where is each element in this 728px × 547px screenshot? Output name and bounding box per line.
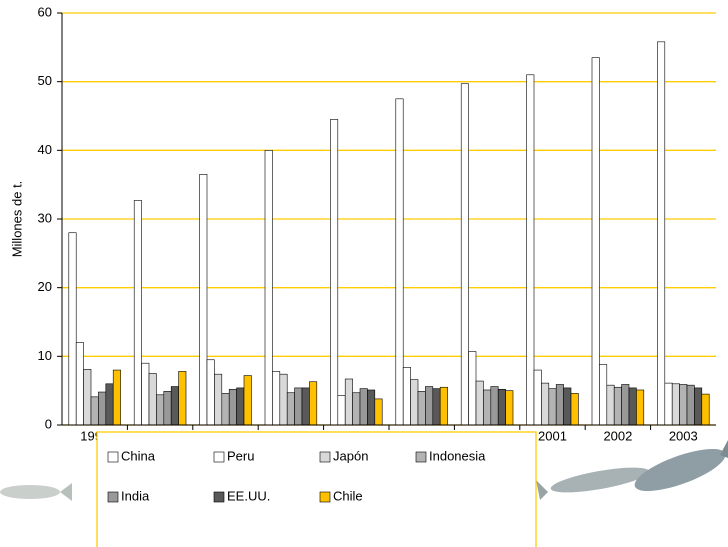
bar bbox=[294, 387, 303, 426]
bar bbox=[402, 367, 411, 426]
bar bbox=[664, 382, 673, 426]
bar bbox=[236, 387, 245, 426]
bar bbox=[68, 232, 77, 426]
legend-swatch bbox=[415, 451, 427, 463]
bar bbox=[570, 393, 579, 426]
bar bbox=[75, 342, 84, 426]
bar bbox=[148, 373, 157, 426]
bar bbox=[98, 391, 107, 426]
bar bbox=[686, 384, 695, 426]
bar bbox=[425, 386, 434, 426]
bar bbox=[301, 387, 310, 426]
bar bbox=[221, 393, 230, 426]
x-tick-label: 2002 bbox=[603, 428, 632, 443]
y-tick-label: 40 bbox=[38, 142, 52, 157]
bar bbox=[533, 369, 542, 426]
bar bbox=[286, 392, 295, 426]
legend-swatch bbox=[213, 451, 225, 463]
x-tick-label: 2003 bbox=[669, 428, 698, 443]
bar bbox=[344, 378, 353, 426]
bar bbox=[199, 174, 208, 426]
bar bbox=[591, 57, 600, 426]
legend-label: Indonesia bbox=[429, 448, 486, 463]
bar bbox=[417, 391, 426, 426]
bar bbox=[548, 388, 557, 426]
bar bbox=[541, 382, 550, 426]
y-axis-label: Millones de t. bbox=[9, 181, 24, 258]
legend-label: Peru bbox=[227, 448, 254, 463]
bar bbox=[133, 200, 142, 426]
bar bbox=[563, 387, 572, 426]
bar bbox=[606, 384, 615, 426]
bar bbox=[264, 150, 273, 426]
y-tick-label: 10 bbox=[38, 348, 52, 363]
bar bbox=[701, 393, 710, 426]
bar bbox=[105, 383, 114, 426]
bar bbox=[309, 381, 318, 426]
legend-swatch bbox=[319, 491, 331, 503]
bar bbox=[359, 388, 368, 426]
bar bbox=[170, 386, 179, 426]
legend-box bbox=[96, 431, 537, 547]
y-tick-label: 30 bbox=[38, 210, 52, 225]
bar bbox=[272, 371, 281, 426]
bar bbox=[330, 119, 339, 426]
bar bbox=[599, 364, 608, 426]
legend-swatch bbox=[319, 451, 331, 463]
y-tick-label: 0 bbox=[45, 416, 52, 431]
bar bbox=[178, 371, 187, 426]
legend-swatch bbox=[107, 491, 119, 503]
bar bbox=[526, 74, 535, 426]
bar bbox=[555, 384, 564, 426]
x-tick-label: 2001 bbox=[538, 428, 567, 443]
bar bbox=[214, 373, 223, 426]
legend-label: EE.UU. bbox=[227, 488, 270, 503]
bar bbox=[694, 387, 703, 426]
legend-label: Japón bbox=[333, 448, 368, 463]
legend-swatch bbox=[107, 451, 119, 463]
y-tick-label: 60 bbox=[38, 4, 52, 19]
legend-swatch bbox=[213, 491, 225, 503]
bar bbox=[163, 391, 172, 426]
bar bbox=[395, 98, 404, 426]
bar bbox=[243, 375, 252, 426]
bar bbox=[505, 390, 514, 426]
bar bbox=[352, 392, 361, 426]
bar bbox=[439, 386, 448, 426]
bar bbox=[367, 389, 376, 426]
bar bbox=[621, 384, 630, 426]
bar bbox=[112, 369, 121, 426]
bar bbox=[679, 384, 688, 426]
bar bbox=[90, 396, 99, 426]
legend-label: India bbox=[121, 488, 150, 503]
bar bbox=[374, 398, 383, 426]
bar bbox=[628, 387, 637, 426]
bar bbox=[613, 386, 622, 426]
bar bbox=[141, 362, 150, 426]
bar bbox=[671, 383, 680, 426]
bar bbox=[636, 389, 645, 426]
bar bbox=[497, 388, 506, 426]
bar bbox=[468, 351, 477, 426]
bar bbox=[483, 389, 492, 426]
bar bbox=[460, 83, 469, 426]
bar bbox=[657, 41, 666, 426]
bar bbox=[475, 380, 484, 426]
bar bbox=[206, 359, 215, 426]
bar bbox=[279, 373, 288, 426]
bar bbox=[337, 395, 346, 426]
bar bbox=[228, 388, 237, 426]
bar bbox=[490, 386, 499, 426]
legend-label: Chile bbox=[333, 488, 363, 503]
fish-decoration bbox=[0, 440, 728, 501]
bar bbox=[410, 379, 419, 426]
bar bbox=[432, 388, 441, 426]
bar bbox=[83, 369, 92, 426]
y-tick-label: 50 bbox=[38, 73, 52, 88]
legend-label: China bbox=[121, 448, 156, 463]
bar bbox=[156, 394, 165, 426]
y-tick-label: 20 bbox=[38, 279, 52, 294]
